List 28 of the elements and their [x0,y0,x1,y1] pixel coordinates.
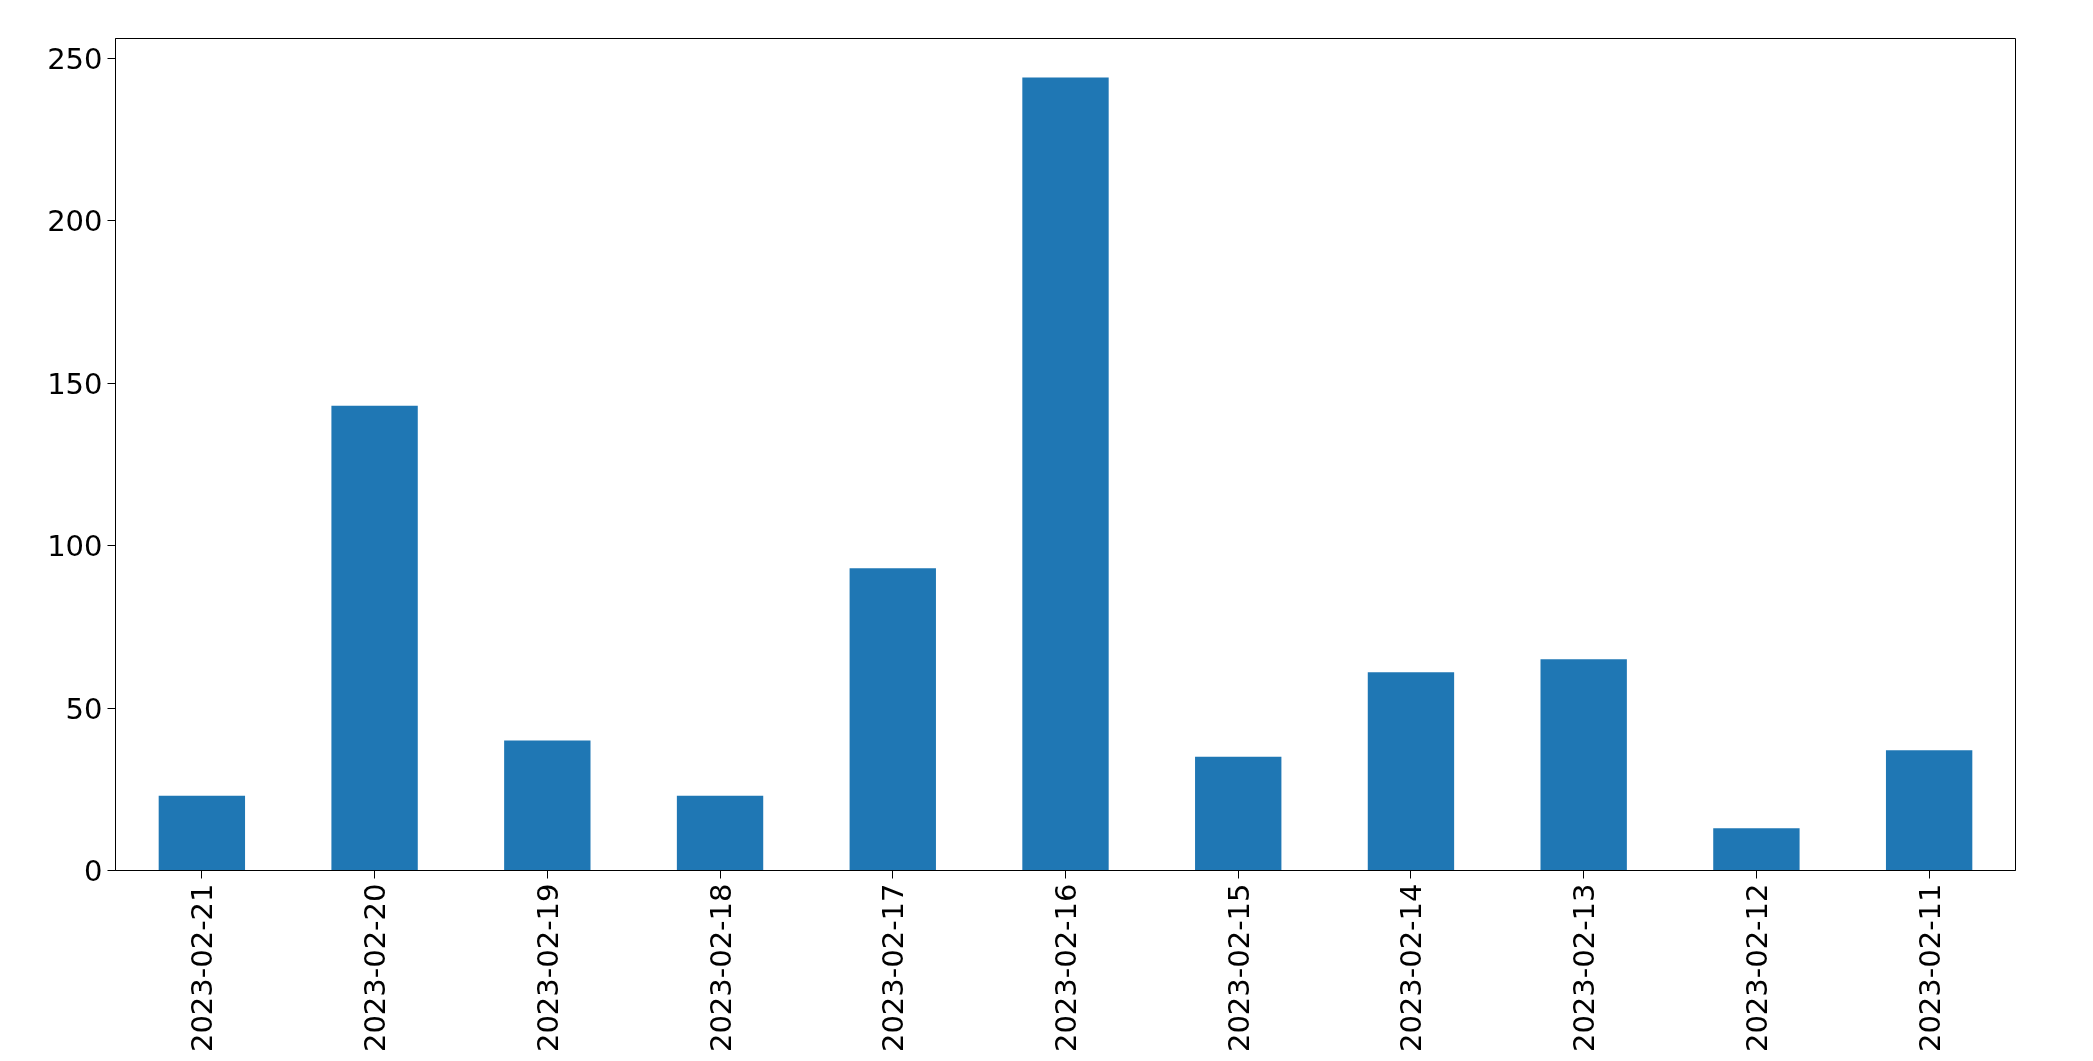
x-tick-label: 2023-02-20 [358,883,393,1053]
x-tick-label: 2023-02-14 [1394,883,1429,1053]
y-tick-label: 50 [65,691,103,726]
y-tick-label: 200 [47,204,103,238]
x-tick-label: 2023-02-21 [185,883,220,1053]
bar [1713,828,1800,871]
x-tick-label: 2023-02-12 [1739,883,1774,1053]
x-tick-label: 2023-02-13 [1567,883,1602,1053]
x-tick-label: 2023-02-19 [530,883,565,1053]
bar [158,795,246,871]
x-tick-label: 2023-02-15 [1221,883,1256,1053]
bar [1885,750,1973,871]
x-tick-label: 2023-02-11 [1912,883,1947,1053]
y-tick-label: 100 [47,529,103,563]
bar [849,568,936,871]
y-tick-label: 150 [47,366,103,401]
bar [1195,756,1282,871]
bar [331,405,418,871]
bar [1022,77,1109,871]
x-tick-label: 2023-02-16 [1049,883,1083,1053]
x-tick-label: 2023-02-17 [876,883,911,1053]
bar [1540,659,1627,871]
y-tick-label: 250 [47,41,103,76]
x-tick-label: 2023-02-18 [703,883,738,1053]
bar [676,795,764,871]
y-tick-label: 0 [84,854,103,888]
bar [504,740,591,871]
bar [1367,672,1455,871]
